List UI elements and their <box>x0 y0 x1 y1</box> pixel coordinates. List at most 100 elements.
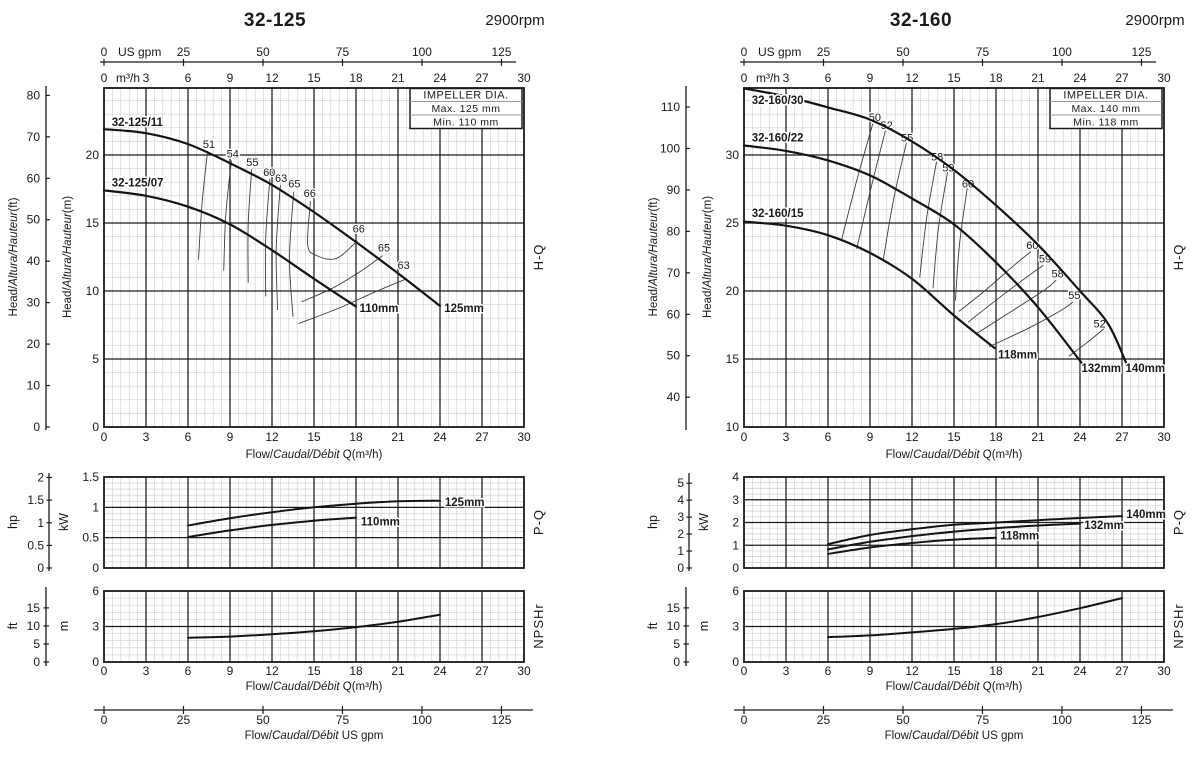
gpm-top-tick-label: 125 <box>491 45 511 59</box>
npshr-x-tick-label: 0 <box>741 664 748 678</box>
hq-x-tick-label: 30 <box>517 430 531 444</box>
hq-curve-32-160/30 <box>742 87 1128 365</box>
npshr-x-tick-label: 18 <box>989 664 1003 678</box>
kw-tick-label: 4 <box>732 470 739 484</box>
gpm-unit-label: US gpm <box>758 45 801 59</box>
m3h-tick-label: 0 <box>101 71 108 85</box>
m-tick-label: 15 <box>726 352 740 366</box>
m3h-tick-label: 3 <box>143 71 150 85</box>
m3h-tick-label: 30 <box>1157 71 1171 85</box>
gpm-bottom-axis-title: Flow/Caudal/Débit US gpm <box>885 730 1024 742</box>
m3h-tick-label: 15 <box>307 71 321 85</box>
npshr-x-axis-title: Flow/Caudal/Débit Q(m³/h) <box>886 681 1023 693</box>
m3h-tick-label: 12 <box>905 71 919 85</box>
section-label-pq: P-Q <box>531 509 546 535</box>
m3h-tick-label: 0 <box>741 71 748 85</box>
m3h-tick-label: 12 <box>265 71 279 85</box>
hq-curve-32-160/22 <box>742 144 1084 366</box>
ft-tick-label: 110 <box>661 100 680 114</box>
curve-name-label: 32-160/15 <box>752 208 804 220</box>
npshr-m-tick-label: 6 <box>732 584 739 598</box>
npshr-chart-32-125 <box>103 590 525 663</box>
efficiency-line <box>967 264 1044 323</box>
impeller-size-label: 132mm <box>1081 363 1121 375</box>
npshr-m-tick-label: 0 <box>732 655 739 669</box>
impeller-size-label: 110mm <box>360 303 399 315</box>
efficiency-line <box>976 279 1057 334</box>
hp-tick-label: 5 <box>677 476 684 490</box>
m3h-unit-label: m³/h <box>756 71 780 85</box>
npshr-x-tick-label: 30 <box>1157 664 1171 678</box>
efficiency-label: 52 <box>1093 319 1105 331</box>
efficiency-label: 59 <box>942 162 954 174</box>
bottom-gpm-axis-32-125: 0 25 50 75 100 125 Flow/Caudal/Débit US gpm <box>94 706 533 742</box>
m3h-tick-label: 27 <box>1115 71 1129 85</box>
kw-tick-label: 0.5 <box>82 531 99 545</box>
kw-tick-label: 1 <box>92 500 99 514</box>
pq-curve-label: 132mm <box>1084 520 1124 532</box>
ft-tick-label: 40 <box>667 390 681 404</box>
gpm-bottom-tick-label: 50 <box>896 713 910 727</box>
m-tick-label: 25 <box>726 216 740 230</box>
m-tick-label: 10 <box>86 284 100 298</box>
m3h-tick-label: 18 <box>349 71 363 85</box>
m3h-tick-label: 24 <box>1073 71 1087 85</box>
pq-curve-label: 140mm <box>1126 509 1166 521</box>
pq-curve-132mm <box>827 522 1081 551</box>
efficiency-label: 51 <box>203 139 215 151</box>
npshr-x-tick-label: 6 <box>825 664 832 678</box>
pq-curve-label: 118mm <box>1000 531 1039 543</box>
efficiency-line <box>840 123 874 241</box>
hq-x-tick-label: 6 <box>825 430 832 444</box>
npshr-x-tick-label: 9 <box>227 664 234 678</box>
hq-x-tick-label: 0 <box>101 430 108 444</box>
hq-chart-32-160 <box>743 87 1165 428</box>
npshr-x-tick-label: 24 <box>1073 664 1087 678</box>
ft-tick-label: 30 <box>27 296 41 310</box>
npshr-ft-axis-title: ft <box>6 622 20 629</box>
pq-curve-110mm <box>187 516 357 539</box>
npshr-y-axes-32-125: 0 5 10 15 0 3 6 ft m <box>6 584 99 669</box>
hq-x-tick-label: 9 <box>867 430 874 444</box>
efficiency-label: 55 <box>246 157 258 169</box>
hq-x-tick-label: 9 <box>227 430 234 444</box>
pq-chart-32-125: 125mm 110mm <box>103 476 525 569</box>
gpm-top-tick-label: 125 <box>1131 45 1151 59</box>
ft-tick-label: 50 <box>667 349 681 363</box>
efficiency-label: 55 <box>1068 290 1080 302</box>
npshr-ft-axis-title: ft <box>646 622 660 629</box>
efficiency-line <box>289 191 295 317</box>
impeller-size-label: 140mm <box>1126 363 1166 375</box>
hp-tick-label: 1 <box>37 516 44 530</box>
m3h-tick-label: 24 <box>433 71 447 85</box>
hp-tick-label: 2 <box>37 471 44 485</box>
head-ft-axis-title: Head/Altura/Hauteur(ft) <box>648 197 660 316</box>
pq-curve-125mm <box>187 499 441 527</box>
impeller-min-row: Min. 110 mm <box>433 117 498 129</box>
hq-x-tick-label: 21 <box>1031 430 1045 444</box>
section-label-hq: H-Q <box>1171 244 1186 271</box>
npshr-x-tick-label: 15 <box>947 664 961 678</box>
page-title-left-model: 32-125 <box>243 10 307 31</box>
gpm-bottom-tick-label: 0 <box>741 713 748 727</box>
hq-x-axis-32-160: 0 3 6 9 12 15 18 21 24 27 30 Flow/Caudal/Débit Q(m³… <box>741 430 1171 461</box>
m3h-tick-label: 6 <box>825 71 832 85</box>
kw-tick-label: 1 <box>732 538 739 552</box>
hp-axis-title: hp <box>6 515 20 529</box>
m-tick-label: 10 <box>726 420 740 434</box>
m3h-tick-label: 27 <box>475 71 489 85</box>
ft-tick-label: 100 <box>660 141 680 155</box>
efficiency-line <box>198 150 209 260</box>
hq-curve-32-125/07 <box>102 189 358 308</box>
gpm-top-tick-label: 50 <box>896 45 910 59</box>
hq-x-tick-label: 12 <box>265 430 279 444</box>
efficiency-line <box>264 178 271 297</box>
efficiency-label: 65 <box>378 243 390 255</box>
hp-axis-title: hp <box>646 515 660 529</box>
npshr-x-tick-label: 12 <box>265 664 279 678</box>
curve-name-label: 32-125/07 <box>112 177 164 189</box>
pq-y-axes-32-160: 0 1 2 3 4 5 0 1 2 3 4 hp kW <box>646 470 739 575</box>
ft-tick-label: 40 <box>27 254 41 268</box>
